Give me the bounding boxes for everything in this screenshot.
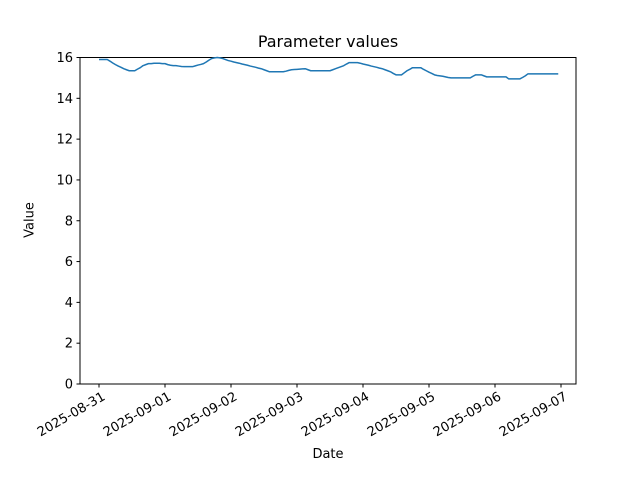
- chart-title: Parameter values: [257, 32, 399, 51]
- x-tick-label: 2025-09-05: [365, 389, 438, 440]
- y-tick-label: 0: [65, 378, 73, 393]
- x-tick-label: 2025-09-06: [431, 389, 504, 440]
- y-tick-label: 14: [56, 92, 73, 107]
- y-tick-label: 12: [56, 133, 73, 148]
- axes-spines: [79, 57, 577, 385]
- y-tick-label: 10: [56, 173, 73, 188]
- y-tick-label: 6: [65, 255, 73, 270]
- x-tick-label: 2025-09-03: [233, 389, 306, 440]
- x-tick-label: 2025-09-04: [299, 389, 372, 440]
- y-tick-label: 2: [65, 337, 73, 352]
- line-series: [99, 56, 559, 80]
- y-tick-label: 4: [65, 296, 73, 311]
- x-axis-label: Date: [312, 447, 344, 462]
- y-tick-label: 16: [56, 51, 73, 66]
- x-tick-label: 2025-09-07: [497, 389, 570, 440]
- x-tick-label: 2025-08-31: [35, 389, 108, 440]
- x-tick-label: 2025-09-01: [101, 389, 174, 440]
- y-tick-label: 8: [65, 214, 73, 229]
- x-tick-label: 2025-09-02: [167, 389, 240, 440]
